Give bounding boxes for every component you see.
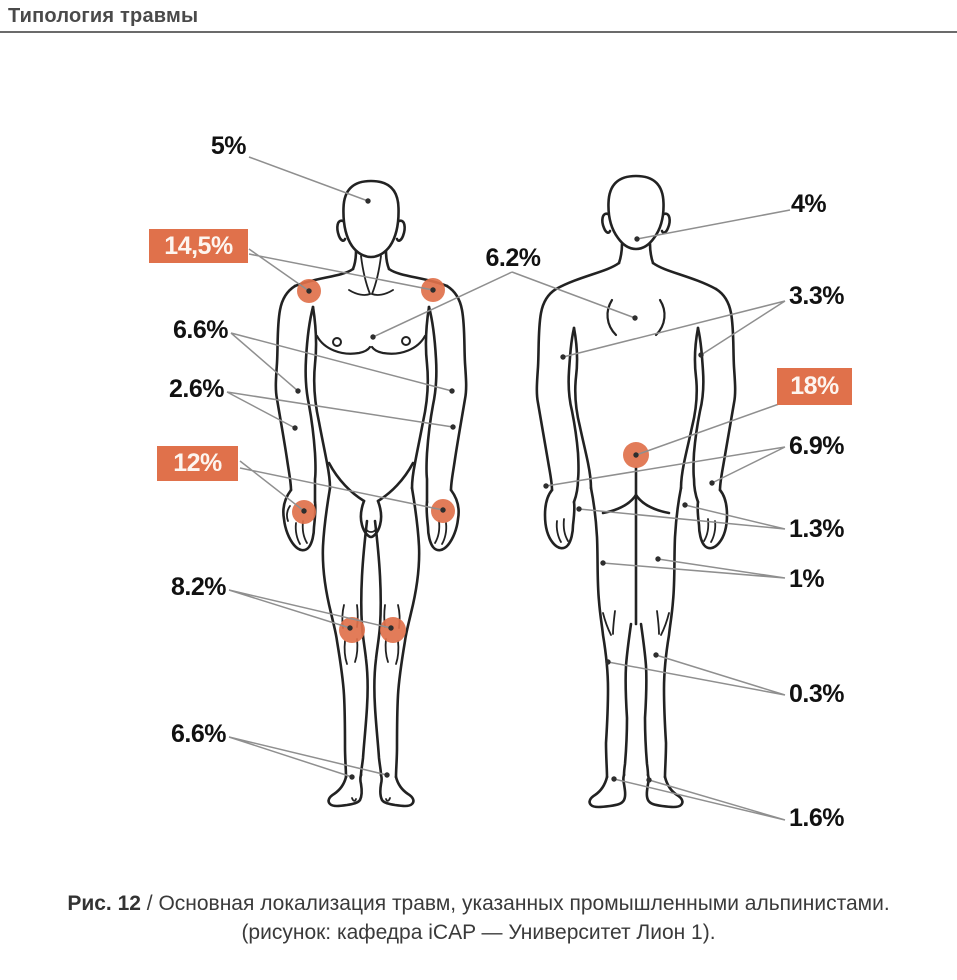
figure-caption: Рис. 12 / Основная локализация травм, ук… (0, 889, 957, 947)
pct-label-knees: 8.2% (171, 573, 226, 601)
pct-label-hands-back: 1.3% (789, 515, 844, 543)
title-rule (0, 31, 957, 33)
pct-label-forearms: 2.6% (169, 375, 224, 403)
pct-label-ankles-back: 1.6% (789, 804, 844, 832)
pct-label-head-back: 4% (791, 190, 827, 218)
pct-label-head-front: 5% (210, 132, 247, 160)
pct-label-calves: 0.3% (789, 680, 844, 708)
front-body-figure (274, 179, 468, 808)
pct-label-wrists-back: 6.9% (789, 432, 844, 460)
leader-endpoint-dots (292, 198, 715, 783)
leader-lines (226, 156, 791, 821)
pct-label-chest: 6.2% (485, 244, 541, 272)
pct-badge-hands: 12% (157, 446, 238, 481)
back-body-figure (535, 174, 737, 809)
page-title: Типология травмы (8, 5, 199, 27)
anatomy-diagram (226, 156, 791, 821)
caption-line-1: Рис. 12 / Основная локализация травм, ук… (67, 892, 890, 915)
injury-localization-figure: 5% 14,5% 6.6% 2.6% 12% 8.2% 6.6% 6.2% 4%… (149, 132, 852, 832)
caption-fig-number: Рис. 12 (67, 892, 141, 915)
injury-dots (292, 278, 649, 643)
pct-label-ankles-front: 6.6% (171, 720, 226, 748)
pct-badge-shoulders: 14,5% (149, 229, 248, 263)
pct-badge-lower-back: 18% (777, 368, 852, 405)
pct-label-elbows: 6.6% (173, 316, 228, 344)
pct-label-upper-arms: 3.3% (789, 282, 844, 310)
caption-line-2: (рисунок: кафедра iCAP — Университет Лио… (241, 921, 716, 944)
pct-label-thighs: 1% (789, 565, 825, 593)
